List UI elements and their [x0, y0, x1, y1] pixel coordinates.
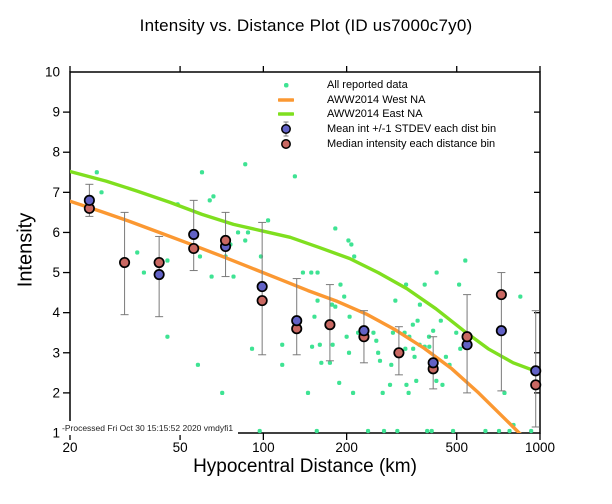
legend-item-all-reported: All reported data: [278, 78, 496, 93]
legend-label: AWW2014 West NA: [327, 93, 426, 106]
scatter-dot-icon: [278, 77, 294, 93]
west-line-icon: [278, 92, 294, 108]
y-tick-label: 3: [52, 345, 60, 360]
y-tick-label: 8: [52, 145, 60, 160]
processed-timestamp: -Processed Fri Oct 30 15:15:52 2020 vmdy…: [62, 421, 239, 435]
x-tick-label: 1000: [525, 440, 555, 455]
legend-label: Median intensity each distance bin: [327, 137, 496, 150]
y-tick-label: 2: [52, 385, 60, 400]
legend-item-median-bin: Median intensity each distance bin: [278, 136, 496, 151]
legend-item-west-na: AWW2014 West NA: [278, 93, 496, 108]
legend-label: All reported data: [327, 79, 408, 92]
y-tick-label: 6: [52, 225, 60, 240]
footer-tick-dash: -: [62, 423, 65, 433]
y-tick-label: 4: [52, 305, 60, 320]
x-tick-label: 20: [62, 440, 77, 455]
x-tick-label: 100: [252, 440, 275, 455]
x-tick-label: 50: [173, 440, 188, 455]
legend-item-east-na: AWW2014 East NA: [278, 107, 496, 122]
legend-label: AWW2014 East NA: [327, 108, 423, 121]
median-marker-icon: [278, 136, 294, 152]
y-tick-label: 9: [52, 105, 60, 120]
x-tick-label: 200: [335, 440, 358, 455]
y-tick-label: 1: [52, 426, 60, 441]
y-tick-label: 5: [52, 265, 60, 280]
legend: All reported data AWW2014 West NA AWW201…: [278, 78, 496, 151]
mean-marker-icon: [278, 121, 294, 137]
plot-title: Intensity vs. Distance Plot (ID us7000c7…: [139, 16, 473, 35]
x-tick-label: 500: [445, 440, 468, 455]
x-axis-label: Hypocentral Distance (km): [193, 456, 417, 477]
y-axis-label: Intensity: [14, 212, 37, 288]
legend-item-mean-bin: Mean int +/-1 STDEV each dist bin: [278, 121, 497, 137]
footer-text: Processed Fri Oct 30 15:15:52 2020 vmdyf…: [64, 423, 234, 433]
y-tick-label: 10: [45, 65, 60, 80]
east-line-icon: [278, 106, 294, 122]
legend-label: Mean int +/-1 STDEV each dist bin: [327, 123, 497, 136]
y-tick-label: 7: [52, 185, 60, 200]
